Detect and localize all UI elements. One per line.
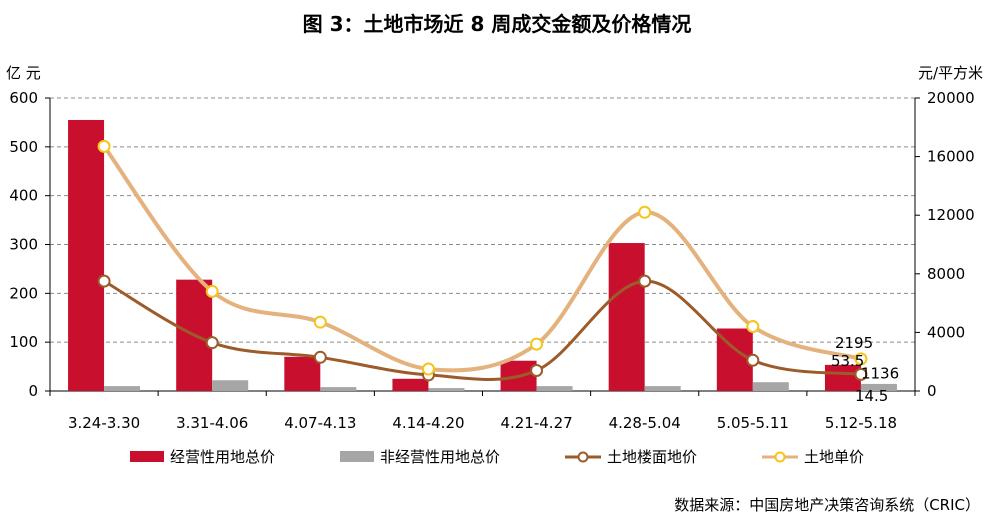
right-axis-tick-label: 20000 [927,89,975,107]
right-axis-tick-label: 12000 [927,206,975,224]
marker-unit-price [421,362,435,376]
legend-item-non-operating: 非经营性用地总价 [340,446,500,467]
bar-non-operating [536,386,573,391]
legend-label-operating: 经营性用地总价 [170,448,276,466]
marker-unit-price [746,320,760,334]
chart-title: 图 3：土地市场近 8 周成交金额及价格情况 [302,12,692,36]
x-axis-tick-label: 3.24-3.30 [68,414,140,432]
data-source: 数据来源：中国房地产决策咨询系统（CRIC） [674,496,980,514]
bar-operating [68,119,105,391]
data-label: 2195 [835,334,873,352]
legend-label-unit-price: 土地单价 [804,448,865,466]
marker-unit-price [97,139,111,153]
left-axis-unit: 亿 元 [6,64,41,82]
bar-operating [824,364,861,391]
left-axis-tick-label: 500 [9,138,38,156]
right-axis-tick-label: 0 [927,382,937,400]
right-axis-tick-label: 16000 [927,148,975,166]
legend-swatch-floor-price [565,451,601,462]
right-axis-unit: 元/平方米 [918,64,984,82]
legend-item-floor-price: 土地楼面地价 [565,446,697,467]
x-axis-tick-label: 3.31-4.06 [176,414,248,432]
marker-floor-price [854,367,868,381]
bar-operating [392,378,429,391]
bar-non-operating [860,383,897,391]
marker-floor-price [313,350,327,364]
bar-non-operating [428,388,465,391]
x-axis-tick-label: 5.12-5.18 [825,414,897,432]
bar-operating [284,356,321,391]
marker-floor-price [530,363,544,377]
left-axis-tick-label: 0 [28,382,38,400]
bar-non-operating [752,382,789,391]
x-axis-tick-label: 5.05-5.11 [717,414,789,432]
marker-floor-price [97,274,111,288]
legend-swatch-unit-price [762,451,798,462]
marker-unit-price [638,205,652,219]
marker-unit-price [313,315,327,329]
legend-label-non-operating: 非经营性用地总价 [380,448,501,466]
data-label: 1136 [861,364,899,382]
left-axis-tick-label: 600 [9,89,38,107]
bar-non-operating [212,380,249,391]
data-label: 14.5 [855,387,888,405]
marker-floor-price [205,336,219,350]
marker-floor-price [638,274,652,288]
marker-unit-price [530,337,544,351]
marker-unit-price [205,284,219,298]
legend-item-operating: 经营性用地总价 [130,446,275,467]
legend-swatch-non-operating [340,451,374,462]
marker-unit-price [854,352,868,366]
left-axis-tick-label: 300 [9,236,38,254]
bar-non-operating [104,386,141,391]
right-axis-tick-label: 4000 [927,323,965,341]
x-axis-tick-label: 4.14-4.20 [392,414,464,432]
x-axis-tick-label: 4.28-5.04 [609,414,681,432]
data-label: 53.5 [831,352,864,370]
x-axis-tick-label: 4.21-4.27 [500,414,572,432]
marker-floor-price [746,353,760,367]
left-axis-tick-label: 200 [9,284,38,302]
bar-operating [608,243,645,391]
right-axis-tick-label: 8000 [927,265,965,283]
bar-non-operating [644,386,681,391]
bar-non-operating [320,387,357,391]
legend-label-floor-price: 土地楼面地价 [607,448,698,466]
left-axis-tick-label: 400 [9,187,38,205]
left-axis-tick-label: 100 [9,333,38,351]
line-floor-price [103,279,862,381]
legend-swatch-operating [130,451,164,462]
legend-item-unit-price: 土地单价 [762,446,864,467]
x-axis-tick-label: 4.07-4.13 [284,414,356,432]
